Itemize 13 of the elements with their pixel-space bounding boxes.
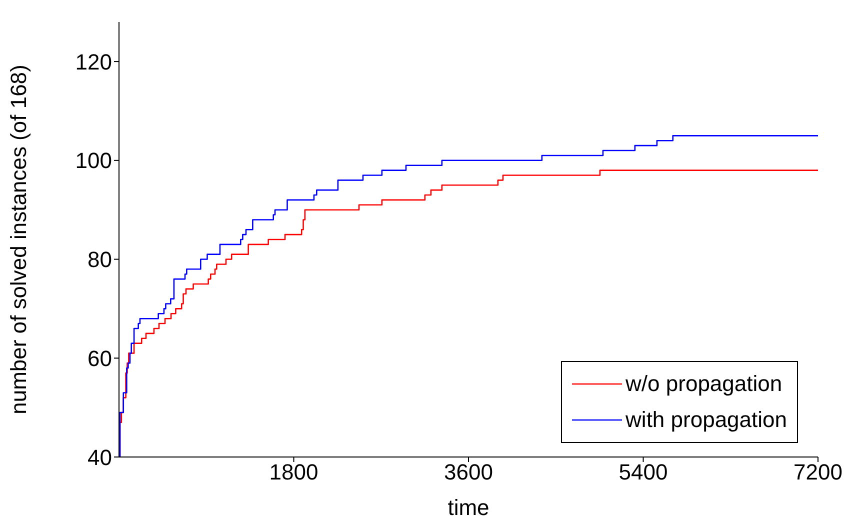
x-tick-label: 1800: [269, 460, 318, 485]
x-tick-label: 3600: [444, 460, 493, 485]
y-tick-label: 100: [75, 148, 112, 174]
y-axis-title: number of solved instances (of 168): [6, 64, 31, 414]
x-tick-label: 5400: [618, 460, 668, 485]
y-tick-label: 60: [88, 346, 112, 371]
legend-label: w/o propagation: [626, 370, 782, 398]
y-tick-label: 120: [75, 49, 112, 74]
x-axis-title: time: [448, 495, 490, 520]
y-tick-label: 40: [88, 444, 112, 470]
y-tick-label: 80: [88, 247, 112, 272]
legend-label: with propagation: [626, 406, 787, 434]
x-tick-label: 7200: [794, 460, 842, 485]
